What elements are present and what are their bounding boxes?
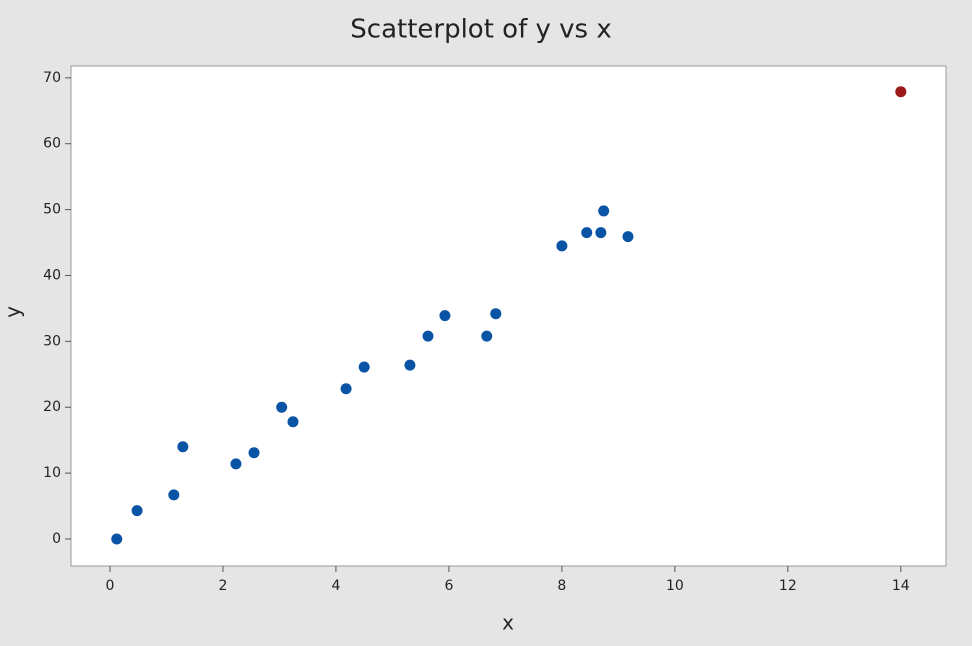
point [340,383,352,395]
y-tick-label: 10 [43,465,61,481]
x-tick-label: 10 [666,578,684,594]
point [895,86,907,98]
point [598,205,610,217]
point [422,330,434,342]
x-tick-label: 4 [331,578,340,594]
point [230,458,242,470]
x-tick-label: 6 [444,578,453,594]
point [556,240,568,252]
point [276,401,288,413]
point [439,310,451,322]
x-tick-label: 0 [106,578,115,594]
y-tick-label: 50 [43,202,61,218]
point [490,308,502,320]
y-axis-label: y [1,306,25,318]
y-tick-label: 20 [43,399,61,415]
point [248,447,260,459]
point [287,416,299,428]
y-tick-label: 40 [43,267,61,283]
x-tick-label: 2 [218,578,227,594]
y-tick-label: 60 [43,136,61,152]
point [177,441,189,453]
point [481,330,493,342]
point [581,227,593,239]
point [595,227,607,239]
x-tick-label: 14 [892,578,910,594]
point [131,505,143,517]
x-tick-label: 12 [779,578,797,594]
point [111,533,123,545]
plot-area [70,65,947,567]
y-tick-label: 30 [43,333,61,349]
y-tick-label: 70 [43,70,61,86]
point [622,231,634,243]
point [404,359,416,371]
chart-title: Scatterplot of y vs x [350,15,611,45]
x-tick-label: 8 [557,578,566,594]
x-axis-label: x [502,611,514,635]
y-tick-label: 0 [52,531,61,547]
point [168,489,180,501]
point [358,361,370,373]
